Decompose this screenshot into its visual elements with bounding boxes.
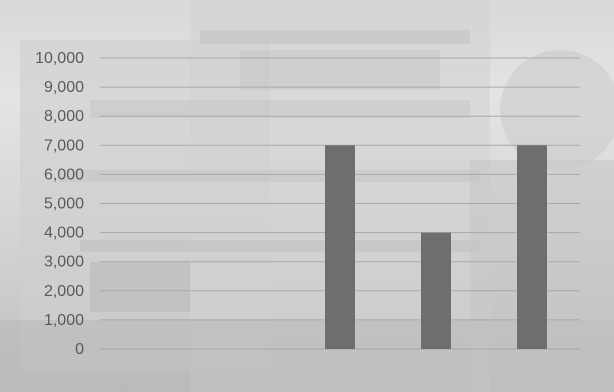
y-tick-label: 10,000 — [35, 50, 84, 67]
bars — [325, 145, 547, 349]
bar — [517, 145, 547, 349]
y-tick-label: 1,000 — [44, 312, 84, 329]
y-tick-label: 6,000 — [44, 166, 84, 183]
y-tick-label: 2,000 — [44, 283, 84, 300]
y-tick-label: 0 — [75, 341, 84, 358]
y-tick-label: 9,000 — [44, 79, 84, 96]
y-tick-label: 8,000 — [44, 108, 84, 125]
y-axis-ticks: 0 1,000 2,000 3,000 4,000 5,000 6,000 7,000 8,00… — [35, 50, 84, 358]
bar — [421, 232, 451, 349]
y-tick-label: 3,000 — [44, 254, 84, 271]
y-tick-label: 5,000 — [44, 196, 84, 213]
y-tick-label: 4,000 — [44, 225, 84, 242]
bar — [325, 145, 355, 349]
y-tick-label: 7,000 — [44, 137, 84, 154]
